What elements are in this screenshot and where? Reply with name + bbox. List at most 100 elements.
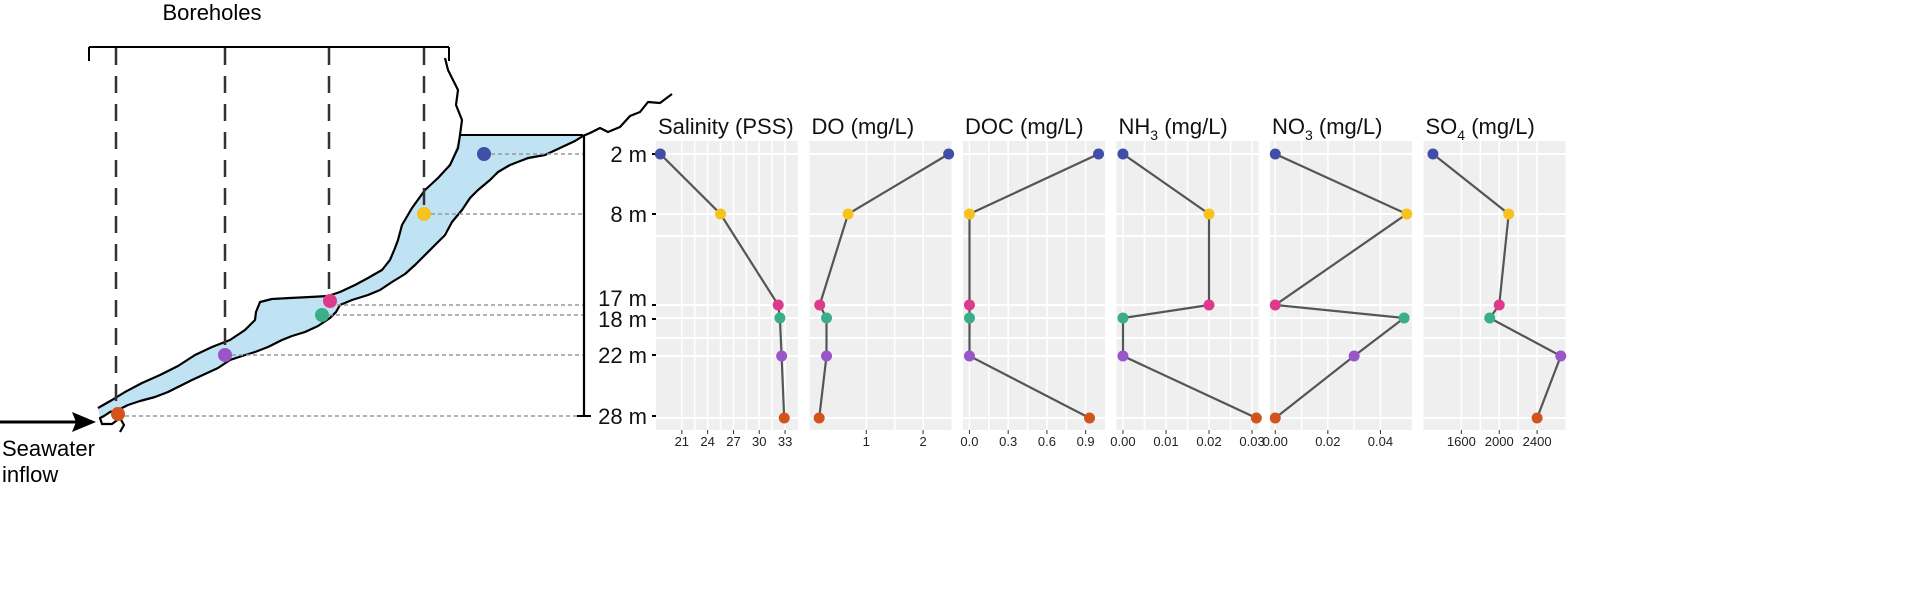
data-point-8m <box>1203 208 1215 220</box>
rock-bank-upper <box>98 93 673 433</box>
x-tick-label: 0.00 <box>1263 434 1288 449</box>
water-body <box>98 135 583 418</box>
x-tick-label: 0.02 <box>1315 434 1340 449</box>
data-point-22m <box>1555 350 1567 362</box>
data-point-2m <box>1093 148 1105 160</box>
x-tick-label: 30 <box>752 434 766 449</box>
data-point-18m <box>821 312 833 324</box>
data-point-8m <box>715 208 727 220</box>
data-point-2m <box>1269 148 1281 160</box>
inflow-label-line2: inflow <box>2 462 58 487</box>
data-point-18m <box>1117 312 1129 324</box>
profile-line <box>1272 152 1409 419</box>
x-tick-label: 0.01 <box>1153 434 1178 449</box>
x-tick-label: 2400 <box>1523 434 1552 449</box>
data-point-17m <box>1493 299 1505 311</box>
x-tick-label: 1600 <box>1447 434 1476 449</box>
data-point-18m <box>1398 312 1410 324</box>
data-point-8m <box>1503 208 1515 220</box>
data-point-8m <box>1401 208 1413 220</box>
panel-background <box>656 141 798 430</box>
borehole-bracket <box>88 46 450 61</box>
profile-panel-3: 0.0 0.3 0.6 0.9 DOC (mg/L) <box>960 114 1105 449</box>
data-point-22m <box>1348 350 1360 362</box>
x-tick-label: 27 <box>726 434 740 449</box>
sample-point-28m <box>111 407 125 421</box>
sample-point-8m <box>417 207 431 221</box>
x-tick-label: 0.02 <box>1196 434 1221 449</box>
data-point-17m <box>814 299 826 311</box>
sample-point-18m <box>315 308 329 322</box>
data-point-2m <box>1427 148 1439 160</box>
data-point-2m <box>1117 148 1129 160</box>
panel-title: DO (mg/L) <box>812 114 915 139</box>
data-point-28m <box>778 412 790 424</box>
profile-panel-1: 21 24 27 30 33 Salinity (PSS) <box>654 114 798 449</box>
x-tick-label: 2000 <box>1485 434 1514 449</box>
sample-point-17m <box>323 294 337 308</box>
data-point-22m <box>1117 350 1129 362</box>
depth-scale-ticks <box>577 153 660 417</box>
panel-background <box>1423 141 1566 430</box>
rock-bank-lower <box>97 57 464 409</box>
panel-title: SO4 (mg/L) <box>1426 114 1535 143</box>
x-tick-label: 24 <box>700 434 714 449</box>
data-point-28m <box>1250 412 1262 424</box>
x-tick-label: 0.04 <box>1368 434 1393 449</box>
data-point-8m <box>963 208 975 220</box>
sample-point-22m <box>218 348 232 362</box>
profile-line <box>1432 153 1563 419</box>
x-tick-label: 0.00 <box>1110 434 1135 449</box>
data-point-22m <box>963 350 975 362</box>
data-point-28m <box>1531 412 1543 424</box>
depth-connectors <box>118 153 584 417</box>
data-point-28m <box>1084 412 1096 424</box>
depth-label-18m: 18 m <box>598 307 647 332</box>
x-tick-label: 0.9 <box>1077 434 1095 449</box>
data-point-22m <box>821 350 833 362</box>
data-point-17m <box>1269 299 1281 311</box>
borehole-schematic: Boreholes Seawater inflow 2 m 8 m 17 m 1… <box>0 0 673 487</box>
depth-label-2m: 2 m <box>610 142 647 167</box>
x-tick-label: 0.3 <box>999 434 1017 449</box>
data-point-17m <box>963 299 975 311</box>
panel-background <box>1270 141 1412 430</box>
data-point-2m <box>943 148 955 160</box>
panel-background <box>809 141 952 430</box>
depth-label-28m: 28 m <box>598 404 647 429</box>
depth-label-8m: 8 m <box>610 202 647 227</box>
data-point-22m <box>776 350 788 362</box>
x-tick-label: 0.03 <box>1239 434 1264 449</box>
x-tick-label: 0.6 <box>1038 434 1056 449</box>
profile-line <box>659 153 786 419</box>
x-tick-label: 33 <box>778 434 792 449</box>
data-point-18m <box>774 312 786 324</box>
boreholes-title: Boreholes <box>162 0 261 25</box>
arrow-right-icon <box>0 412 96 432</box>
data-point-17m <box>1203 299 1215 311</box>
borehole-lines <box>114 48 426 412</box>
profile-panel-4: 0.00 0.01 0.02 0.03 NH3 (mg/L) <box>1110 114 1264 449</box>
panel-title: NH3 (mg/L) <box>1119 114 1228 143</box>
inflow-label-line1: Seawater <box>2 436 95 461</box>
panel-title: DOC (mg/L) <box>965 114 1084 139</box>
profile-line <box>968 153 1099 419</box>
sample-point-2m <box>477 147 491 161</box>
data-point-28m <box>813 412 825 424</box>
profile-line <box>818 153 950 419</box>
profile-panel-5: 0.00 0.02 0.04 NO3 (mg/L) <box>1263 114 1413 449</box>
panel-title: Salinity (PSS) <box>658 114 794 139</box>
depth-label-17m: 17 m <box>598 286 647 311</box>
data-point-28m <box>1269 412 1281 424</box>
data-point-2m <box>654 148 666 160</box>
data-point-18m <box>963 312 975 324</box>
x-tick-label: 0.0 <box>960 434 978 449</box>
x-tick-label: 2 <box>919 434 926 449</box>
depth-label-22m: 22 m <box>598 343 647 368</box>
x-tick-label: 21 <box>675 434 689 449</box>
data-point-17m <box>772 299 784 311</box>
panel-title: NO3 (mg/L) <box>1272 114 1382 143</box>
profile-line <box>1121 153 1257 419</box>
